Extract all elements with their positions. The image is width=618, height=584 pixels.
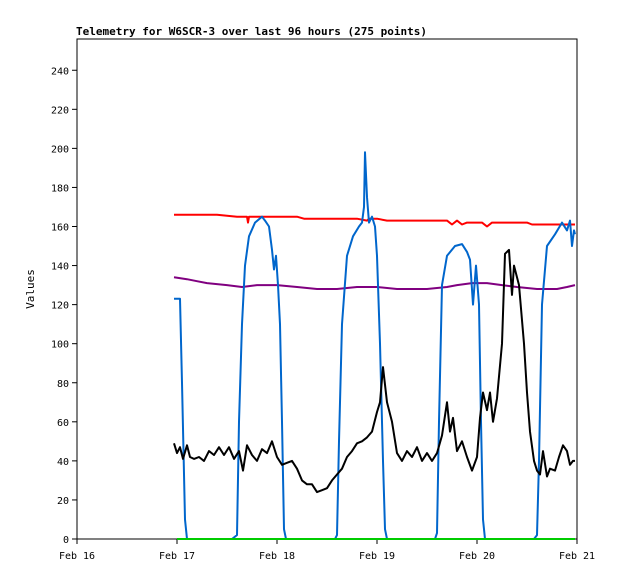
- y-axis-label: Values: [24, 269, 37, 309]
- y-tick-label: 0: [63, 535, 69, 546]
- chart-title: Telemetry for W6SCR-3 over last 96 hours…: [76, 25, 427, 38]
- x-tick-label: Feb 16: [59, 551, 95, 562]
- series-group: [173, 151, 576, 540]
- x-tick-label: Feb 18: [259, 551, 295, 562]
- y-tick-label: 60: [57, 418, 69, 429]
- y-tick-label: 100: [51, 340, 69, 351]
- y-tick-label: 240: [51, 66, 69, 77]
- series-line-3: [174, 151, 576, 540]
- x-tick-label: Feb 19: [359, 551, 395, 562]
- x-axis-ticks: Feb 16 Feb 17 Feb 18 Feb 19 Feb 20 Feb 21: [59, 539, 595, 562]
- series-line-2: [173, 276, 576, 290]
- y-tick-label: 160: [51, 223, 69, 234]
- y-tick-label: 20: [57, 496, 69, 507]
- y-axis-ticks: 0 20 40 60 80 100 120 140 160 180 200 220 240: [51, 66, 77, 546]
- series-line-1: [174, 213, 575, 228]
- x-tick-label: Feb 20: [459, 551, 495, 562]
- y-tick-label: 200: [51, 144, 69, 155]
- y-tick-label: 80: [57, 379, 69, 390]
- y-tick-label: 220: [51, 105, 69, 116]
- x-tick-label: Feb 17: [159, 551, 195, 562]
- y-tick-label: 40: [57, 457, 69, 468]
- y-tick-label: 140: [51, 262, 69, 273]
- y-tick-label: 180: [51, 183, 69, 194]
- series-line-4: [173, 248, 575, 494]
- y-tick-label: 120: [51, 301, 69, 312]
- x-tick-label: Feb 21: [559, 551, 595, 562]
